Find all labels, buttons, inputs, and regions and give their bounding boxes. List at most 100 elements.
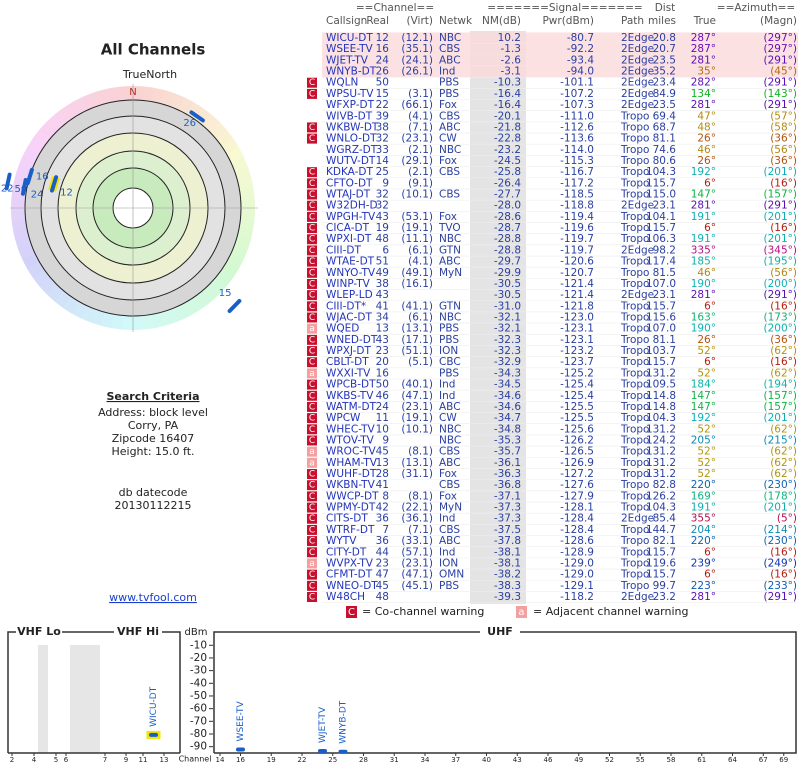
table-cell: -119.6 bbox=[560, 222, 594, 234]
table-cell: 10 bbox=[376, 423, 389, 435]
north-label: TrueNorth bbox=[122, 68, 177, 81]
table-cell: Tropo bbox=[620, 155, 649, 167]
flag-box bbox=[307, 569, 317, 580]
azimuth-true: 220° bbox=[691, 535, 716, 547]
table-cell: 119.6 bbox=[646, 557, 676, 569]
site-link[interactable]: www.tvfool.com bbox=[109, 591, 197, 604]
flag-box bbox=[307, 88, 317, 99]
flag-box bbox=[307, 536, 317, 547]
table-cell: -34.5 bbox=[494, 379, 521, 391]
table-cell: -114.0 bbox=[560, 144, 594, 156]
azimuth-magnetic: (58°) bbox=[770, 121, 797, 133]
callsign: W32DH-D bbox=[326, 200, 378, 212]
warning-flag: C bbox=[309, 246, 315, 256]
table-cell: (6.1) bbox=[408, 312, 433, 324]
x-tick-label: 4 bbox=[32, 756, 37, 764]
table-cell: -128.4 bbox=[560, 513, 594, 525]
table-cell: -125.5 bbox=[560, 412, 594, 424]
table-cell: -1.3 bbox=[501, 43, 522, 55]
table-cell: 38 bbox=[376, 121, 389, 133]
azimuth-magnetic: (230°) bbox=[764, 479, 797, 491]
flag-box bbox=[307, 334, 317, 345]
table-cell: -32.1 bbox=[494, 312, 521, 324]
table-cell: 69.4 bbox=[653, 110, 677, 122]
warning-flag: C bbox=[309, 470, 315, 480]
azimuth-magnetic: (16°) bbox=[770, 222, 797, 234]
highlight-row bbox=[322, 54, 798, 66]
table-cell: -29.7 bbox=[494, 256, 521, 268]
azimuth-magnetic: (291°) bbox=[764, 289, 797, 301]
y-tick-label: -70 bbox=[190, 715, 207, 727]
table-cell: (31.1) bbox=[401, 468, 433, 480]
azimuth-true: 52° bbox=[697, 457, 716, 469]
table-cell: ABC bbox=[439, 535, 461, 547]
table-cell: Tropo bbox=[620, 133, 649, 145]
table-cell: -129.0 bbox=[560, 569, 594, 581]
table-cell: 24 bbox=[376, 401, 390, 413]
signal-bar bbox=[236, 747, 245, 752]
table-cell: -21.8 bbox=[494, 121, 521, 133]
table-cell: -119.7 bbox=[560, 244, 594, 256]
table-cell: (5.1) bbox=[408, 356, 433, 368]
table-cell: -123.2 bbox=[560, 345, 594, 357]
table-cell: 2Edge bbox=[621, 591, 654, 603]
callsign: WHAM-TV bbox=[326, 457, 378, 469]
co-flag: C bbox=[348, 607, 355, 618]
table-cell: -120.7 bbox=[560, 267, 594, 279]
column-header: Netwk bbox=[439, 15, 473, 27]
table-cell: 99.7 bbox=[653, 580, 676, 592]
table-cell: -125.2 bbox=[560, 367, 594, 379]
table-cell: 47 bbox=[376, 569, 389, 581]
table-cell: CBS bbox=[439, 446, 460, 458]
callsign: WICU-DT bbox=[326, 32, 373, 44]
callsign: WPMY-DT bbox=[326, 502, 376, 514]
callsign: WHEC-TV bbox=[326, 423, 375, 435]
table-cell: 23.4 bbox=[653, 77, 677, 89]
table-cell: 74.6 bbox=[653, 144, 677, 156]
callsign: WJAC-DT bbox=[326, 312, 372, 324]
flag-box bbox=[307, 167, 317, 178]
flag-box bbox=[307, 256, 317, 267]
azimuth-magnetic: (157°) bbox=[764, 390, 797, 402]
table-cell: 46 bbox=[376, 390, 390, 402]
table-cell: -36.8 bbox=[494, 479, 521, 491]
table-cell: 115.7 bbox=[646, 546, 676, 558]
azimuth-magnetic: (291°) bbox=[764, 77, 797, 89]
table-cell: (2.1) bbox=[408, 144, 433, 156]
table-cell: Tropo bbox=[620, 557, 649, 569]
x-tick-label: 55 bbox=[636, 756, 645, 764]
table-cell: MyN bbox=[439, 267, 462, 279]
flag-box bbox=[307, 580, 317, 591]
table-cell: Fox bbox=[439, 99, 457, 111]
table-cell: -32.3 bbox=[494, 334, 521, 346]
azimuth-magnetic: (56°) bbox=[770, 144, 797, 156]
table-cell: -129.0 bbox=[560, 557, 594, 569]
flag-box bbox=[307, 290, 317, 301]
table-cell: -32.1 bbox=[494, 323, 521, 335]
callsign: CFTO-DT bbox=[326, 177, 373, 189]
callsign: WUHF-DT bbox=[326, 468, 377, 480]
flag-box bbox=[307, 457, 317, 468]
warning-flag: C bbox=[309, 190, 315, 200]
marker-label: 12 bbox=[60, 188, 73, 199]
azimuth-magnetic: (233°) bbox=[764, 580, 797, 592]
callsign: WTAE-DT bbox=[326, 256, 375, 268]
table-cell: (49.1) bbox=[401, 267, 433, 279]
flag-box bbox=[307, 469, 317, 480]
station-marker bbox=[25, 167, 34, 186]
table-cell: -38.2 bbox=[494, 569, 521, 581]
signal-label: WICU-DT bbox=[149, 686, 159, 727]
callsign: WYTV bbox=[326, 535, 357, 547]
azimuth-magnetic: (157°) bbox=[764, 401, 797, 413]
table-cell: GTN bbox=[439, 300, 461, 312]
azimuth-true: 147° bbox=[691, 390, 716, 402]
table-cell: NBC bbox=[439, 423, 461, 435]
azimuth-true: 287° bbox=[691, 32, 716, 44]
table-cell: 41 bbox=[376, 479, 389, 491]
warning-flag: C bbox=[309, 548, 315, 558]
y-tick-label: -40 bbox=[190, 677, 207, 689]
table-cell: (53.1) bbox=[401, 211, 433, 223]
search-line: Corry, PA bbox=[128, 419, 179, 432]
table-cell: -121.4 bbox=[560, 278, 594, 290]
warning-flag: C bbox=[309, 313, 315, 323]
